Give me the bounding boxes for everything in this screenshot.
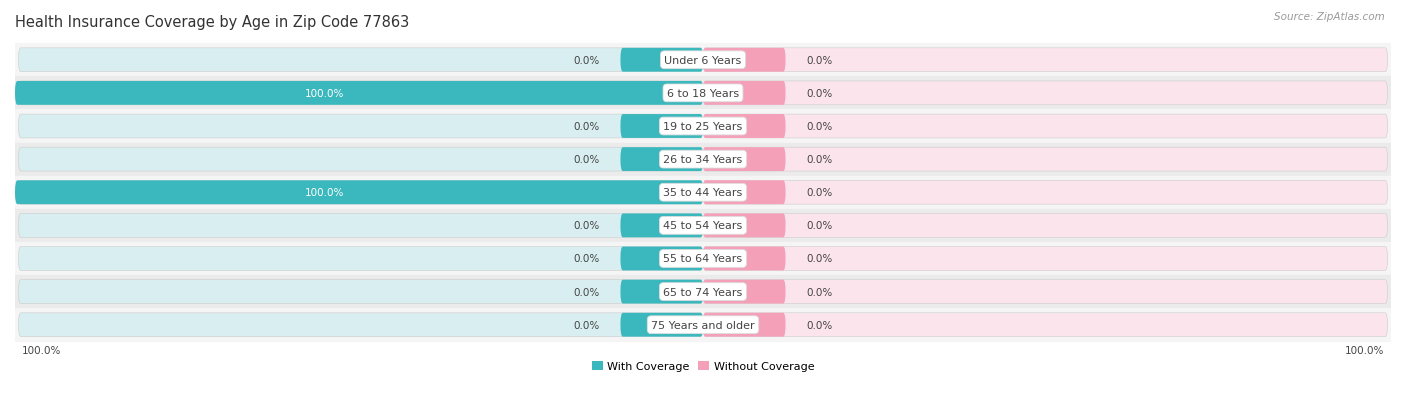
FancyBboxPatch shape: [703, 115, 786, 139]
Text: 0.0%: 0.0%: [574, 221, 600, 231]
Text: 19 to 25 Years: 19 to 25 Years: [664, 122, 742, 132]
FancyBboxPatch shape: [620, 49, 703, 73]
Bar: [15, 77, 1391, 110]
FancyBboxPatch shape: [620, 313, 703, 337]
Bar: [15, 143, 1391, 176]
FancyBboxPatch shape: [703, 181, 1388, 205]
Text: 0.0%: 0.0%: [574, 122, 600, 132]
FancyBboxPatch shape: [18, 181, 703, 205]
FancyBboxPatch shape: [703, 115, 1388, 139]
Text: 100.0%: 100.0%: [22, 345, 62, 356]
FancyBboxPatch shape: [18, 313, 703, 337]
FancyBboxPatch shape: [703, 148, 786, 172]
FancyBboxPatch shape: [15, 82, 703, 106]
Text: 6 to 18 Years: 6 to 18 Years: [666, 89, 740, 99]
Text: Under 6 Years: Under 6 Years: [665, 56, 741, 66]
Bar: [15, 176, 1391, 209]
Text: Source: ZipAtlas.com: Source: ZipAtlas.com: [1274, 12, 1385, 22]
Text: 0.0%: 0.0%: [806, 320, 832, 330]
Text: 0.0%: 0.0%: [574, 56, 600, 66]
Text: 0.0%: 0.0%: [574, 287, 600, 297]
Bar: [15, 275, 1391, 309]
FancyBboxPatch shape: [18, 82, 703, 106]
FancyBboxPatch shape: [703, 280, 1388, 304]
FancyBboxPatch shape: [703, 313, 1388, 337]
Text: Health Insurance Coverage by Age in Zip Code 77863: Health Insurance Coverage by Age in Zip …: [15, 15, 409, 30]
FancyBboxPatch shape: [703, 247, 786, 271]
FancyBboxPatch shape: [18, 148, 703, 172]
Text: 75 Years and older: 75 Years and older: [651, 320, 755, 330]
FancyBboxPatch shape: [703, 280, 786, 304]
FancyBboxPatch shape: [703, 148, 1388, 172]
Text: 0.0%: 0.0%: [806, 188, 832, 198]
Text: 0.0%: 0.0%: [806, 155, 832, 165]
Text: 100.0%: 100.0%: [305, 188, 344, 198]
Text: 26 to 34 Years: 26 to 34 Years: [664, 155, 742, 165]
FancyBboxPatch shape: [703, 247, 1388, 271]
FancyBboxPatch shape: [703, 49, 1388, 73]
Text: 65 to 74 Years: 65 to 74 Years: [664, 287, 742, 297]
FancyBboxPatch shape: [703, 49, 786, 73]
FancyBboxPatch shape: [620, 214, 703, 238]
FancyBboxPatch shape: [703, 82, 1388, 106]
FancyBboxPatch shape: [15, 181, 703, 205]
FancyBboxPatch shape: [18, 115, 703, 139]
FancyBboxPatch shape: [620, 148, 703, 172]
Bar: [15, 110, 1391, 143]
Text: 0.0%: 0.0%: [806, 56, 832, 66]
Text: 45 to 54 Years: 45 to 54 Years: [664, 221, 742, 231]
Text: 0.0%: 0.0%: [806, 254, 832, 264]
FancyBboxPatch shape: [703, 313, 786, 337]
FancyBboxPatch shape: [18, 49, 703, 73]
Bar: [15, 44, 1391, 77]
Text: 0.0%: 0.0%: [806, 287, 832, 297]
Text: 55 to 64 Years: 55 to 64 Years: [664, 254, 742, 264]
FancyBboxPatch shape: [620, 280, 703, 304]
FancyBboxPatch shape: [703, 181, 786, 205]
Text: 100.0%: 100.0%: [1344, 345, 1384, 356]
FancyBboxPatch shape: [620, 247, 703, 271]
FancyBboxPatch shape: [620, 115, 703, 139]
FancyBboxPatch shape: [703, 214, 1388, 238]
Bar: [15, 209, 1391, 242]
Text: 100.0%: 100.0%: [305, 89, 344, 99]
FancyBboxPatch shape: [18, 280, 703, 304]
Text: 0.0%: 0.0%: [806, 122, 832, 132]
Text: 0.0%: 0.0%: [806, 89, 832, 99]
Text: 35 to 44 Years: 35 to 44 Years: [664, 188, 742, 198]
FancyBboxPatch shape: [18, 214, 703, 238]
Text: 0.0%: 0.0%: [574, 320, 600, 330]
Text: 0.0%: 0.0%: [806, 221, 832, 231]
Legend: With Coverage, Without Coverage: With Coverage, Without Coverage: [588, 357, 818, 376]
FancyBboxPatch shape: [703, 214, 786, 238]
FancyBboxPatch shape: [703, 82, 786, 106]
FancyBboxPatch shape: [18, 247, 703, 271]
Bar: [15, 309, 1391, 342]
Bar: [15, 242, 1391, 275]
Text: 0.0%: 0.0%: [574, 155, 600, 165]
Text: 0.0%: 0.0%: [574, 254, 600, 264]
